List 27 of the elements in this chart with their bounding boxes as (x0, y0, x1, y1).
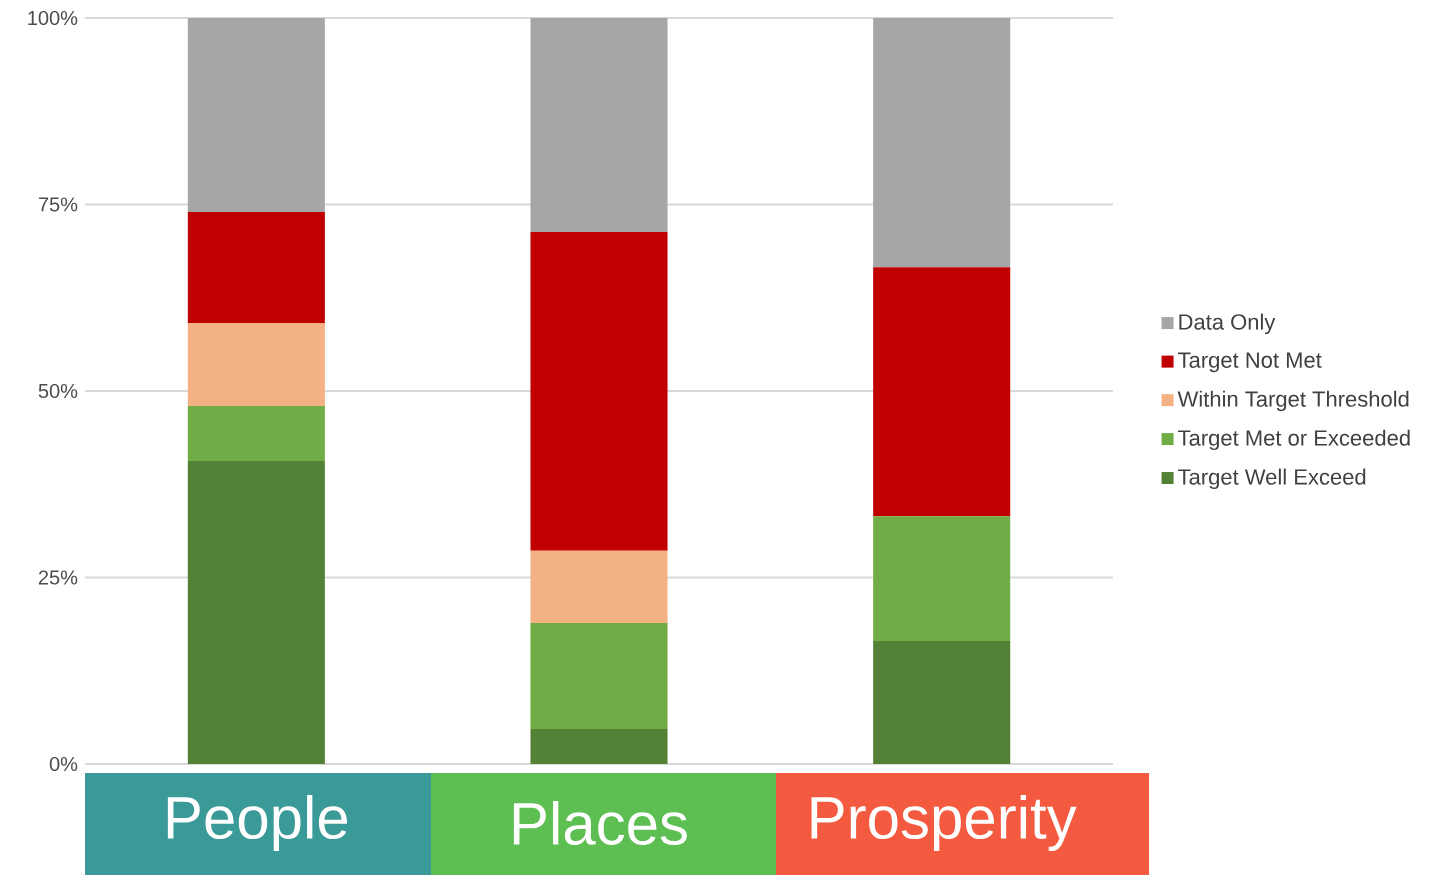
x-tick-label: Places (513, 800, 687, 846)
bar (530, 18, 668, 233)
legend-label: Target Not Met (1178, 352, 1322, 373)
bar (530, 728, 668, 764)
bar (187, 18, 325, 212)
y-tick-label: 50% (38, 383, 78, 399)
legend-label: Target Met or Exceeded (1178, 429, 1410, 451)
y-tick-label: 25% (38, 570, 78, 585)
x-tick-label: Prosperity (811, 795, 1077, 851)
bar (530, 550, 668, 624)
legend-label: Target Well Exceed (1178, 468, 1366, 490)
bar (187, 323, 325, 406)
bar (187, 211, 325, 324)
y-tick-label: 0% (49, 756, 78, 772)
bar (187, 405, 325, 462)
bar (873, 267, 1011, 517)
bar (873, 640, 1011, 764)
y-tick-label: 100% (28, 10, 78, 26)
y-tick-label: 75% (38, 197, 78, 212)
bar (187, 461, 325, 764)
legend-label: Data Only (1179, 313, 1276, 335)
bar (530, 623, 668, 729)
legend-label: Within Target Threshold (1177, 390, 1409, 412)
bar (873, 516, 1011, 641)
bar (530, 232, 668, 551)
bar (873, 18, 1011, 268)
x-tick-label: People (167, 795, 348, 851)
